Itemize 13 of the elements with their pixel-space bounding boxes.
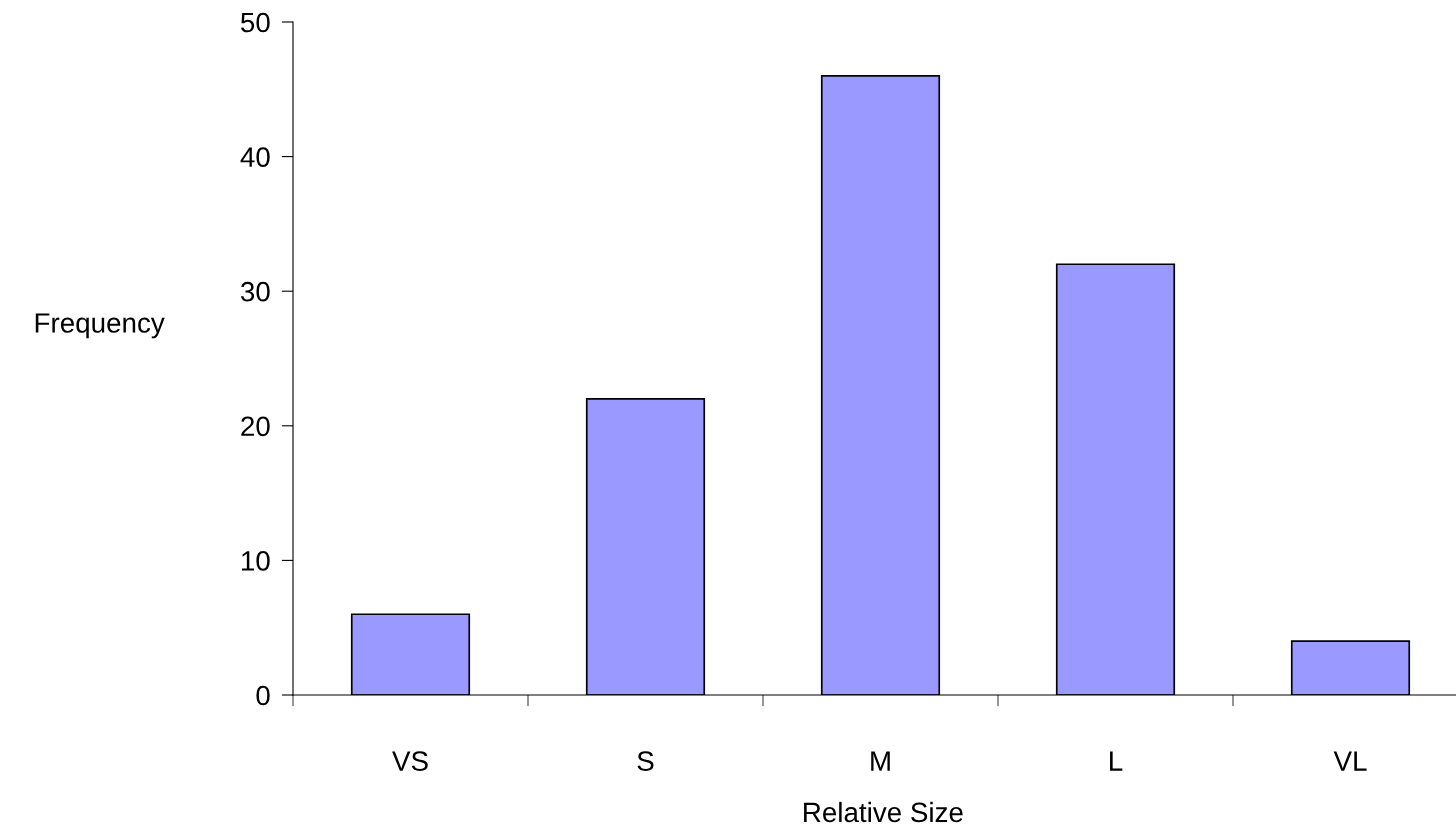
y-tick-label: 0	[256, 685, 270, 706]
y-axis-title: Frequency	[35, 313, 165, 339]
x-tick-label: M	[871, 751, 890, 771]
x-tick-label: L	[1110, 751, 1123, 771]
x-tick-label: VS	[392, 751, 428, 771]
x-axis-title: Relative Size	[804, 801, 963, 823]
y-tick-label: 20	[241, 416, 270, 437]
y-tick-label: 10	[242, 551, 270, 571]
y-tick-label: 40	[240, 147, 270, 167]
x-tick-label: S	[637, 751, 654, 771]
y-tick-label: 50	[240, 12, 270, 33]
x-tick-label: VL	[1333, 751, 1367, 771]
y-tick-label: 30	[240, 281, 270, 302]
